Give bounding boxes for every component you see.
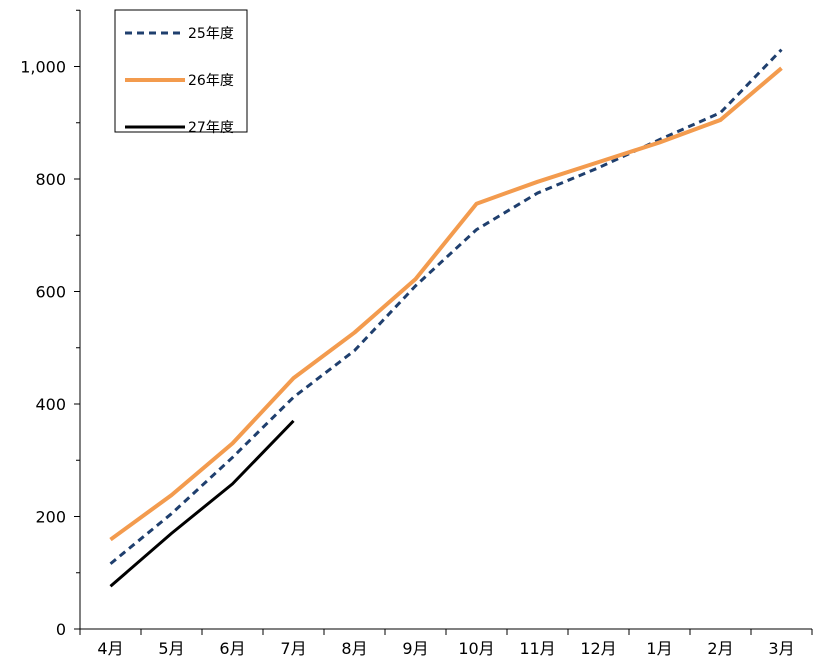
x-tick-label: 9月	[402, 639, 428, 658]
series-line-25年度	[109, 48, 783, 565]
axes: 0 200 400 600 800 1,000 4月 5月 6月 7月 8月 9月 10月 11月 12月 1…	[20, 9, 813, 658]
series-line-27年度	[109, 419, 295, 588]
legend-label: 25年度	[188, 26, 234, 42]
y-tick-label: 0	[56, 620, 66, 639]
y-tick-label: 1,000	[20, 58, 66, 77]
x-tick-label: 3月	[768, 639, 794, 658]
series-lines	[109, 48, 783, 588]
legend-label: 26年度	[188, 73, 234, 89]
series-line-26年度	[109, 66, 783, 542]
y-tick-label: 800	[35, 170, 66, 189]
x-tick-label: 1月	[646, 639, 672, 658]
x-tick-label: 12月	[580, 639, 616, 658]
x-tick-label: 7月	[280, 639, 306, 658]
y-tick-label: 400	[35, 395, 66, 414]
legend: 25年度 26年度 27年度	[114, 9, 248, 136]
y-tick-label: 200	[35, 508, 66, 527]
x-tick-label: 5月	[158, 639, 184, 658]
x-tick-label: 4月	[97, 639, 123, 658]
x-tick-label: 10月	[458, 639, 494, 658]
legend-label: 27年度	[188, 120, 234, 136]
legend-box	[114, 9, 248, 133]
y-tick-label: 600	[35, 283, 66, 302]
x-tick-label: 2月	[707, 639, 733, 658]
x-tick-label: 6月	[219, 639, 245, 658]
x-tick-label: 8月	[341, 639, 367, 658]
x-tick-label: 11月	[519, 639, 555, 658]
